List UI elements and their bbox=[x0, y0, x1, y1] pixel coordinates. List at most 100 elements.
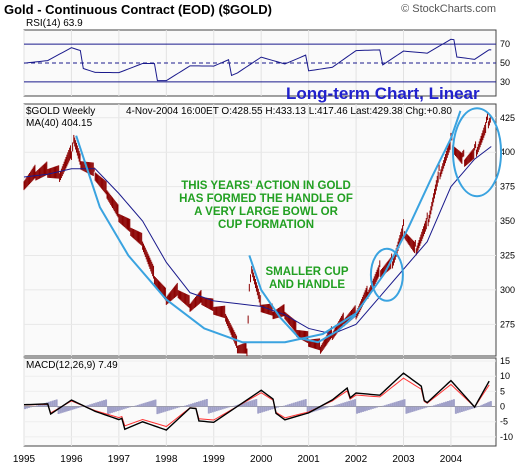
macd-histogram-bar bbox=[150, 400, 153, 407]
macd-histogram-bar bbox=[85, 405, 88, 407]
macd-histogram-bar bbox=[61, 406, 64, 413]
macd-histogram-bar bbox=[211, 406, 214, 413]
macd-histogram-bar bbox=[188, 404, 191, 407]
macd-histogram-bar bbox=[152, 400, 155, 407]
macd-histogram-bar bbox=[363, 406, 366, 412]
macd-histogram-bar bbox=[488, 401, 491, 407]
macd-histogram-bar bbox=[263, 406, 266, 412]
macd-histogram-bar bbox=[158, 406, 161, 414]
macd-histogram-bar bbox=[489, 401, 492, 407]
rsi-y-tick-label: 70 bbox=[500, 39, 510, 49]
macd-histogram-bar bbox=[476, 406, 479, 408]
macd-histogram-bar bbox=[267, 406, 270, 411]
macd-histogram-bar bbox=[320, 406, 323, 410]
macd-histogram-bar bbox=[207, 406, 210, 414]
x-tick-label: 2003 bbox=[392, 454, 415, 465]
macd-histogram-bar bbox=[103, 400, 106, 407]
macd-histogram-bar bbox=[99, 401, 102, 407]
quote-label: 4-Nov-2004 16:00ET O:428.55 H:433.13 L:4… bbox=[126, 106, 452, 117]
price-panel-frame bbox=[23, 103, 497, 357]
macd-histogram-bar bbox=[144, 402, 147, 407]
macd-histogram-bar bbox=[452, 399, 455, 407]
macd-histogram-bar bbox=[282, 405, 285, 407]
macd-histogram-bar bbox=[271, 406, 274, 410]
macd-histogram-bar bbox=[107, 406, 110, 415]
macd-histogram-bar bbox=[41, 403, 44, 407]
watermark: © StockCharts.com bbox=[401, 3, 496, 15]
macd-histogram-bar bbox=[433, 405, 436, 407]
macd-histogram-bar bbox=[381, 405, 384, 407]
macd-histogram-bar bbox=[474, 406, 477, 408]
macd-histogram-bar bbox=[233, 405, 236, 407]
macd-histogram-bar bbox=[118, 406, 121, 411]
macd-histogram-bar bbox=[344, 402, 347, 407]
macd-histogram-bar bbox=[142, 403, 145, 407]
macd-histogram-bar bbox=[360, 406, 363, 413]
macd-histogram-bar bbox=[302, 399, 305, 407]
macd-histogram-bar bbox=[421, 406, 424, 409]
macd-histogram-bar bbox=[87, 404, 90, 407]
macd-histogram-bar bbox=[413, 406, 416, 412]
macd-histogram-bar bbox=[197, 401, 200, 407]
macd-histogram-bar bbox=[352, 399, 355, 407]
macd-histogram-bar bbox=[265, 406, 268, 412]
macd-histogram-bar bbox=[417, 406, 420, 411]
macd-histogram-bar bbox=[160, 406, 163, 413]
macd-histogram-bar bbox=[367, 406, 370, 411]
macd-histogram-bar bbox=[437, 404, 440, 407]
macd-histogram-bar bbox=[176, 406, 179, 409]
macd-histogram-bar bbox=[243, 402, 246, 407]
handle-ellipse bbox=[369, 247, 404, 302]
macd-histogram-bar bbox=[361, 406, 364, 412]
macd-histogram-bar bbox=[340, 403, 343, 407]
macd-histogram-bar bbox=[423, 406, 426, 409]
rsi-label: RSI(14) 63.9 bbox=[26, 18, 83, 29]
price-y-tick-label: 425 bbox=[500, 113, 515, 123]
macd-histogram-bar bbox=[221, 406, 224, 410]
small-cup-curve bbox=[248, 255, 357, 344]
bowl-annotation-line: THIS YEARS' ACTION IN GOLD bbox=[181, 180, 351, 192]
macd-histogram-bar bbox=[195, 402, 198, 407]
macd-histogram-bar bbox=[336, 404, 339, 407]
x-tick-label: 1996 bbox=[60, 454, 83, 465]
macd-y-tick-label: -5 bbox=[500, 417, 508, 427]
bowl-annotation-line: A VERY LARGE BOWL OR bbox=[194, 206, 338, 218]
macd-y-tick-label: 15 bbox=[500, 356, 510, 366]
macd-histogram-bar bbox=[126, 406, 129, 409]
macd-histogram-bar bbox=[154, 399, 157, 407]
chart-subtitle: Long-term Chart, Linear bbox=[286, 84, 480, 103]
macd-histogram-bar bbox=[332, 405, 335, 407]
price-y-tick-label: 400 bbox=[500, 147, 515, 157]
macd-histogram-bar bbox=[399, 400, 402, 407]
macd-histogram-bar bbox=[405, 406, 408, 414]
chart-title: Gold - Continuous Contract (EOD) ($GOLD) bbox=[4, 2, 272, 17]
macd-histogram-bar bbox=[466, 406, 469, 411]
macd-histogram-bar bbox=[322, 406, 325, 409]
macd-y-tick-label: 0 bbox=[500, 402, 505, 412]
macd-histogram-bar bbox=[49, 401, 52, 407]
macd-histogram-bar bbox=[298, 400, 301, 407]
macd-histogram-bar bbox=[273, 406, 276, 409]
macd-histogram-bar bbox=[310, 406, 313, 413]
macd-label: MACD(12,26,9) 7.49 bbox=[26, 360, 118, 371]
macd-histogram-bar bbox=[146, 401, 149, 407]
macd-histogram-bar bbox=[318, 406, 321, 411]
price-y-tick-label: 325 bbox=[500, 250, 515, 260]
macd-histogram-bar bbox=[65, 406, 68, 412]
macd-histogram-bar bbox=[249, 400, 252, 407]
macd-histogram-bar bbox=[225, 406, 228, 409]
macd-histogram-bar bbox=[110, 406, 113, 413]
macd-histogram-bar bbox=[348, 400, 351, 407]
macd-histogram-bar bbox=[227, 406, 230, 408]
price-y-tick-label: 375 bbox=[500, 182, 515, 192]
macd-histogram-bar bbox=[134, 405, 137, 407]
macd-histogram-bar bbox=[308, 406, 311, 414]
x-tick-label: 1995 bbox=[13, 454, 36, 465]
macd-histogram-bar bbox=[415, 406, 418, 411]
macd-histogram-bar bbox=[168, 406, 171, 411]
bowl-annotation-line: HAS FORMED THE HANDLE OF bbox=[179, 193, 353, 205]
price-y-tick-label: 350 bbox=[500, 216, 515, 226]
macd-histogram-bar bbox=[369, 406, 372, 410]
macd-histogram-bar bbox=[112, 406, 115, 413]
